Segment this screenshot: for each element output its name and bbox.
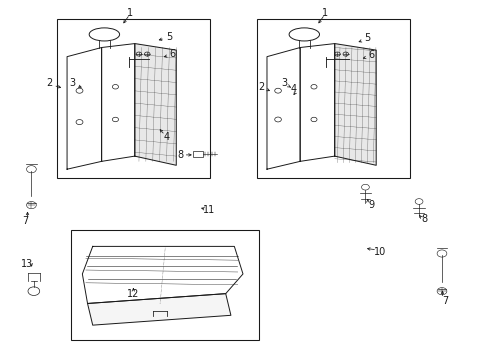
Text: 1: 1 xyxy=(126,8,133,18)
Bar xyxy=(193,151,203,157)
Text: 3: 3 xyxy=(281,78,287,88)
Text: 8: 8 xyxy=(177,150,183,160)
Text: 8: 8 xyxy=(421,215,427,224)
Text: 6: 6 xyxy=(367,50,374,60)
Text: 7: 7 xyxy=(441,296,447,306)
Polygon shape xyxy=(67,48,102,169)
Text: 12: 12 xyxy=(127,289,139,299)
Text: 5: 5 xyxy=(364,33,370,43)
Bar xyxy=(256,19,409,178)
Polygon shape xyxy=(102,44,135,161)
Text: 13: 13 xyxy=(21,259,34,269)
Text: 9: 9 xyxy=(367,200,374,210)
Text: 6: 6 xyxy=(169,49,175,59)
Polygon shape xyxy=(334,44,375,165)
Text: 11: 11 xyxy=(203,206,215,216)
Polygon shape xyxy=(135,44,176,165)
Polygon shape xyxy=(87,294,230,325)
Text: 4: 4 xyxy=(290,84,296,94)
Ellipse shape xyxy=(89,28,120,41)
Bar xyxy=(57,19,210,178)
Polygon shape xyxy=(300,44,334,161)
Ellipse shape xyxy=(288,28,319,41)
Text: 1: 1 xyxy=(321,8,327,18)
Text: 7: 7 xyxy=(22,216,28,226)
Text: 2: 2 xyxy=(46,78,53,88)
Bar xyxy=(71,230,259,339)
Polygon shape xyxy=(266,48,300,169)
Text: 5: 5 xyxy=(165,32,172,41)
Text: 10: 10 xyxy=(373,247,386,257)
Polygon shape xyxy=(82,246,243,303)
Text: 3: 3 xyxy=(70,78,76,88)
Text: 2: 2 xyxy=(258,82,264,92)
Text: 4: 4 xyxy=(163,132,169,142)
